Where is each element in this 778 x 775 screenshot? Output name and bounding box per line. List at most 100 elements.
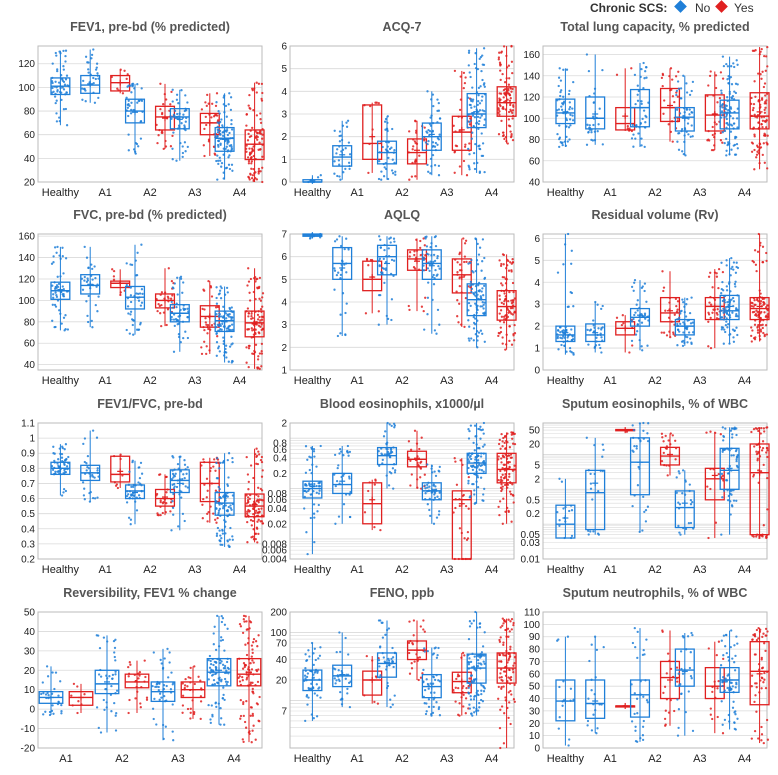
data-point — [498, 443, 500, 445]
data-point — [231, 360, 233, 362]
data-point — [724, 130, 726, 132]
data-point — [592, 319, 594, 321]
data-point — [230, 144, 232, 146]
data-point — [512, 301, 514, 303]
data-point — [221, 287, 223, 289]
data-point — [114, 659, 116, 661]
data-point — [765, 99, 767, 101]
data-point — [622, 314, 624, 316]
data-point — [65, 443, 67, 445]
data-point — [316, 694, 318, 696]
box-a1-no — [586, 53, 605, 146]
data-point — [129, 313, 131, 315]
box-a2-no — [126, 460, 145, 526]
data-point — [178, 493, 180, 495]
data-point — [106, 706, 108, 708]
data-point — [242, 632, 244, 634]
data-point — [251, 668, 253, 670]
data-point — [225, 148, 227, 150]
data-point — [112, 674, 114, 676]
data-point — [130, 294, 132, 296]
data-point — [497, 335, 499, 337]
data-point — [231, 128, 233, 130]
y-tick-label: 70 — [276, 639, 288, 650]
data-point — [757, 72, 759, 74]
box-healthy-no — [556, 478, 575, 539]
data-point — [224, 665, 226, 667]
data-point — [505, 343, 507, 345]
data-point — [135, 142, 137, 144]
data-point — [62, 255, 64, 257]
data-point — [460, 98, 462, 100]
box-a3-no — [675, 75, 694, 157]
data-point — [622, 322, 624, 324]
data-point — [261, 316, 263, 318]
data-point — [565, 136, 567, 138]
data-point — [680, 87, 682, 89]
data-point — [481, 95, 483, 97]
data-point — [211, 295, 213, 297]
data-point — [224, 348, 226, 350]
data-point — [376, 102, 378, 104]
data-point — [215, 333, 217, 335]
data-point — [477, 455, 479, 457]
category-label: A4 — [233, 375, 246, 387]
y-tick-label: 40 — [24, 627, 36, 638]
data-point — [227, 476, 229, 478]
data-point — [221, 162, 223, 164]
data-point — [765, 55, 767, 57]
data-point — [210, 722, 212, 724]
data-point — [477, 94, 479, 96]
data-point — [732, 268, 734, 270]
data-point — [558, 146, 560, 148]
data-point — [475, 292, 477, 294]
data-point — [95, 304, 97, 306]
data-point — [394, 171, 396, 173]
data-point — [58, 283, 60, 285]
category-label: A4 — [227, 753, 240, 765]
data-point — [481, 260, 483, 262]
data-point — [226, 314, 228, 316]
data-point — [599, 347, 601, 349]
data-point — [411, 662, 413, 664]
data-point — [225, 345, 227, 347]
data-point — [721, 281, 723, 283]
data-point — [222, 507, 224, 509]
data-point — [313, 503, 315, 505]
data-point — [421, 437, 423, 439]
y-tick-label: 7 — [281, 707, 287, 718]
data-point — [427, 171, 429, 173]
data-point — [641, 529, 643, 531]
y-tick-label: 0.5 — [526, 495, 540, 506]
data-point — [83, 279, 85, 281]
data-point — [178, 124, 180, 126]
data-point — [500, 120, 502, 122]
data-point — [558, 77, 560, 79]
data-point — [765, 126, 767, 128]
data-point — [378, 310, 380, 312]
data-point — [133, 87, 135, 89]
data-point — [567, 306, 569, 308]
data-point — [726, 479, 728, 481]
data-point — [505, 108, 507, 110]
data-point — [122, 92, 124, 94]
y-tick-label: 1.1 — [21, 419, 35, 430]
data-point — [705, 431, 707, 433]
data-point — [477, 659, 479, 661]
data-point — [471, 86, 473, 88]
data-point — [310, 472, 312, 474]
category-label: A3 — [440, 564, 453, 576]
data-point — [212, 664, 214, 666]
box-a2-yes — [408, 619, 427, 681]
data-point — [255, 137, 257, 139]
data-point — [503, 292, 505, 294]
data-point — [760, 432, 762, 434]
box-a1-yes — [363, 655, 382, 705]
data-point — [731, 312, 733, 314]
data-point — [504, 348, 506, 350]
panel-title: FVC, pre-bd (% predicted) — [73, 208, 226, 222]
data-point — [586, 124, 588, 126]
data-point — [454, 507, 456, 509]
data-point — [242, 738, 244, 740]
data-point — [96, 437, 98, 439]
